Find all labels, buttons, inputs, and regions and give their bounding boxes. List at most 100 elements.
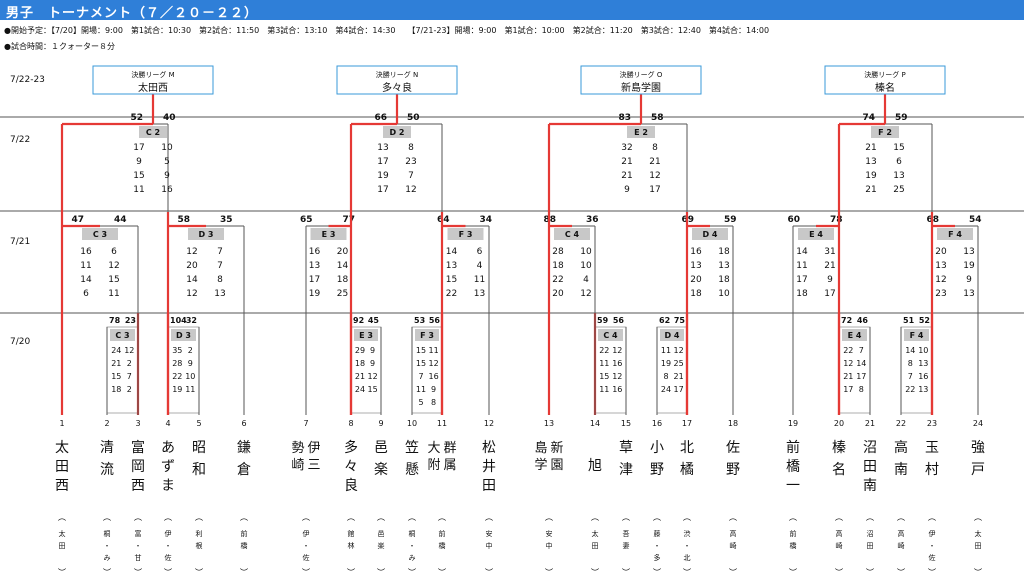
quarter-score-right: 17 bbox=[674, 385, 684, 394]
quarter-score-right: 7 bbox=[127, 372, 132, 381]
quarter-score-right: 20 bbox=[337, 247, 349, 257]
school-char: 館 bbox=[348, 529, 355, 538]
team-name-char: 村 bbox=[925, 462, 939, 478]
school-char: 田 bbox=[59, 542, 66, 550]
school-paren: ︶ bbox=[240, 567, 248, 577]
quarter-score-right: 14 bbox=[337, 261, 349, 271]
team-name-char: 学 bbox=[534, 457, 547, 473]
quarter-score-right: 6 bbox=[896, 157, 902, 167]
score-right: 75 bbox=[674, 316, 686, 325]
school-paren: ︵ bbox=[591, 513, 599, 522]
school-paren: ︵ bbox=[195, 513, 203, 522]
quarter-score-left: 22 bbox=[905, 385, 915, 394]
game-code: F 4 bbox=[910, 331, 924, 340]
team-seed: 17 bbox=[682, 419, 692, 428]
quarter-score-left: 22 bbox=[843, 346, 853, 355]
quarter-score-left: 15 bbox=[416, 346, 426, 355]
school-char: 北 bbox=[684, 554, 691, 562]
school-char: 橋 bbox=[241, 541, 248, 550]
school-char: 中 bbox=[546, 541, 553, 550]
school-paren: ︶ bbox=[103, 567, 111, 577]
score-right: 59 bbox=[895, 113, 908, 123]
quarter-score-right: 21 bbox=[674, 372, 684, 381]
team-name-char: 旭 bbox=[588, 458, 602, 474]
quarter-score-right: 13 bbox=[214, 289, 225, 299]
school-paren: ︵ bbox=[789, 513, 797, 522]
quarter-score-left: 17 bbox=[309, 275, 320, 285]
school-char: 中 bbox=[486, 541, 493, 550]
team-name-char: 沼 bbox=[863, 440, 877, 456]
quarter-score-left: 20 bbox=[552, 289, 564, 299]
quarter-score-left: 12 bbox=[843, 359, 853, 368]
game-code-box bbox=[554, 228, 590, 240]
quarter-score-left: 19 bbox=[309, 289, 321, 299]
quarter-score-right: 4 bbox=[583, 275, 589, 285]
quarter-score-left: 23 bbox=[935, 289, 946, 299]
quarter-score-left: 9 bbox=[136, 157, 142, 167]
quarter-score-left: 17 bbox=[133, 143, 144, 153]
team-seed: 21 bbox=[865, 419, 875, 428]
quarter-score-right: 7 bbox=[408, 171, 414, 181]
school-paren: ︵ bbox=[835, 513, 843, 522]
quarter-score-right: 5 bbox=[164, 157, 170, 167]
school-char: ・ bbox=[135, 542, 142, 550]
score-right: 44 bbox=[114, 215, 127, 225]
school-char: 田 bbox=[592, 542, 599, 550]
school-paren: ︵ bbox=[58, 513, 66, 522]
quarter-score-right: 8 bbox=[431, 398, 436, 407]
school-char: 橋 bbox=[439, 541, 446, 550]
quarter-score-left: 17 bbox=[377, 157, 388, 167]
quarter-score-left: 22 bbox=[446, 289, 457, 299]
game-code: E 3 bbox=[322, 230, 336, 239]
team-name-char: 々 bbox=[344, 459, 358, 475]
quarter-score-right: 9 bbox=[188, 359, 193, 368]
team-name-char: 勢 bbox=[291, 441, 304, 456]
team-name-char: 崎 bbox=[291, 458, 304, 473]
team-name-char: 西 bbox=[131, 478, 145, 494]
team-name-char: 名 bbox=[832, 462, 846, 478]
score-right: 56 bbox=[429, 316, 441, 325]
quarter-score-left: 15 bbox=[599, 372, 609, 381]
school-char: 林 bbox=[348, 541, 355, 550]
school-char: 利 bbox=[196, 529, 203, 538]
quarter-score-left: 17 bbox=[796, 275, 807, 285]
quarter-score-left: 24 bbox=[661, 385, 671, 394]
game-code-box bbox=[627, 126, 655, 138]
quarter-score-left: 21 bbox=[621, 171, 632, 181]
quarter-score-left: 11 bbox=[416, 385, 426, 394]
school-char: 崎 bbox=[836, 541, 843, 550]
game-code: D 3 bbox=[176, 331, 191, 340]
school-paren: ︶ bbox=[134, 567, 142, 577]
school-char: 高 bbox=[730, 529, 737, 538]
score-left: 92 bbox=[353, 316, 364, 325]
score-right: 46 bbox=[857, 316, 869, 325]
quarter-score-right: 2 bbox=[127, 359, 132, 368]
score-left: 104 bbox=[170, 316, 187, 325]
quarter-score-right: 25 bbox=[674, 359, 684, 368]
school-char: 桐 bbox=[409, 529, 416, 538]
quarter-score-left: 24 bbox=[355, 385, 365, 394]
score-right: 56 bbox=[613, 316, 625, 325]
team-name-char: 強 bbox=[971, 440, 985, 456]
quarter-score-right: 12 bbox=[580, 289, 591, 299]
quarter-score-right: 13 bbox=[474, 289, 485, 299]
score-right: 34 bbox=[480, 215, 493, 225]
school-char: 高 bbox=[836, 529, 843, 538]
quarter-score-left: 11 bbox=[796, 261, 807, 271]
team-name-char: あ bbox=[161, 440, 175, 456]
game-code: F 3 bbox=[459, 230, 473, 239]
team-name-char: 太 bbox=[55, 440, 69, 456]
quarter-score-right: 9 bbox=[164, 171, 170, 181]
game-code: C 2 bbox=[146, 128, 160, 137]
quarter-score-right: 10 bbox=[185, 372, 195, 381]
quarter-score-left: 15 bbox=[133, 171, 144, 181]
school-paren: ︵ bbox=[103, 513, 111, 522]
team-name-char: 前 bbox=[786, 439, 800, 456]
quarter-score-right: 9 bbox=[966, 275, 972, 285]
school-paren: ︵ bbox=[729, 513, 737, 522]
quarter-score-left: 7 bbox=[908, 372, 913, 381]
quarter-score-right: 10 bbox=[918, 346, 928, 355]
team-name-char: 島 bbox=[534, 441, 547, 456]
quarter-score-left: 9 bbox=[624, 185, 630, 195]
